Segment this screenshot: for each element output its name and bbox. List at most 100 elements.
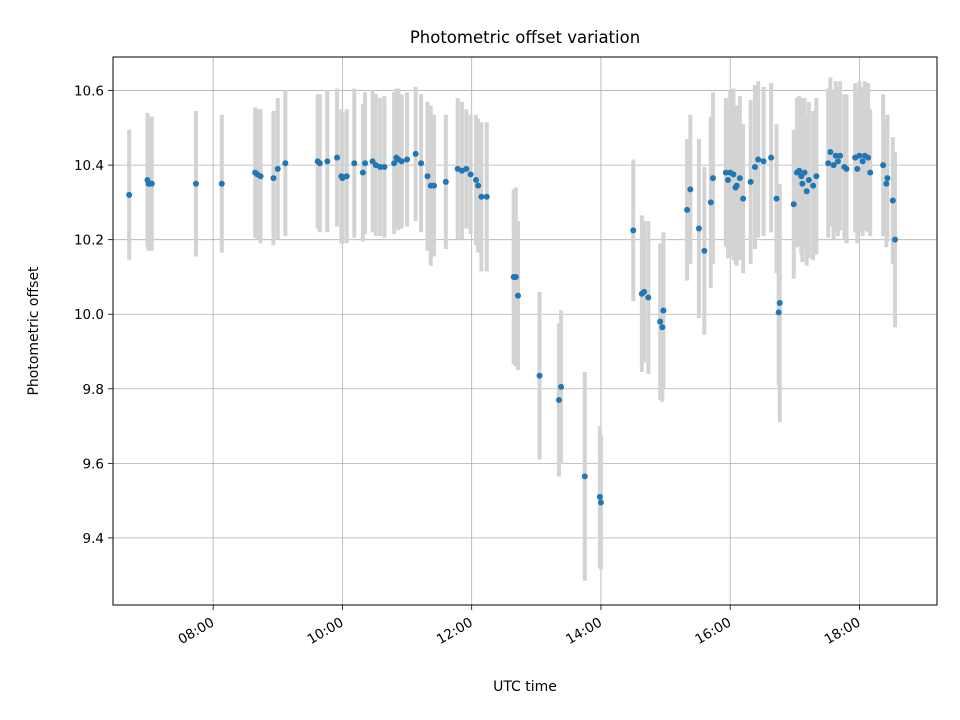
data-point <box>514 292 521 299</box>
data-point <box>274 165 281 172</box>
data-point <box>695 225 702 232</box>
data-point <box>483 193 490 200</box>
data-point <box>730 171 737 178</box>
data-point <box>558 383 565 390</box>
y-axis-label: Photometric offset <box>26 266 42 396</box>
data-point <box>884 175 891 182</box>
data-point <box>472 177 479 184</box>
y-tick-label: 10.4 <box>74 158 104 174</box>
data-point <box>536 372 543 379</box>
data-point <box>404 156 411 163</box>
data-point <box>722 169 729 176</box>
data-point <box>803 188 810 195</box>
data-point <box>316 160 323 167</box>
y-tick-label: 9.4 <box>83 531 104 547</box>
chart-title: Photometric offset variation <box>410 28 640 47</box>
data-point <box>687 186 694 193</box>
data-point <box>597 499 604 506</box>
data-point <box>891 236 898 243</box>
data-point <box>701 247 708 254</box>
data-point <box>684 206 691 213</box>
data-point <box>641 288 648 295</box>
data-point <box>801 169 808 176</box>
data-point <box>442 178 449 185</box>
data-point <box>463 165 470 172</box>
data-point <box>709 175 716 182</box>
data-point <box>418 160 425 167</box>
data-point <box>813 173 820 180</box>
data-point <box>581 473 588 480</box>
x-axis-label: UTC time <box>493 679 557 695</box>
data-point <box>796 167 803 174</box>
data-point <box>883 180 890 187</box>
data-point <box>343 173 350 180</box>
data-point <box>856 152 863 159</box>
data-point <box>512 273 519 280</box>
data-point <box>790 201 797 208</box>
data-point <box>324 158 331 165</box>
data-point <box>843 165 850 172</box>
y-tick-label: 10.0 <box>74 307 104 323</box>
data-point <box>362 160 369 167</box>
data-point <box>596 493 603 500</box>
data-point <box>359 169 366 176</box>
data-point <box>825 160 832 167</box>
data-point <box>827 149 834 156</box>
data-point <box>334 154 341 161</box>
plot-frame <box>112 56 938 606</box>
data-points <box>126 149 898 506</box>
data-point <box>880 162 887 169</box>
data-point <box>351 160 358 167</box>
data-point <box>282 160 289 167</box>
data-point <box>126 191 133 198</box>
data-point <box>865 154 872 161</box>
data-point <box>725 177 732 184</box>
y-tick-label: 9.6 <box>83 456 104 472</box>
data-point <box>775 309 782 316</box>
data-point <box>751 163 758 170</box>
data-point <box>377 163 384 170</box>
data-point <box>837 152 844 159</box>
data-point <box>707 199 714 206</box>
data-point <box>218 180 225 187</box>
data-point <box>830 162 837 169</box>
data-point <box>270 175 277 182</box>
data-point <box>736 175 743 182</box>
y-tick-label: 10.6 <box>74 84 104 100</box>
data-point <box>657 318 664 325</box>
data-point <box>733 182 740 189</box>
data-point <box>799 180 806 187</box>
y-axis: 9.4 9.6 9.8 10.0 10.2 10.4 10.6 <box>74 84 113 547</box>
data-point <box>475 182 482 189</box>
data-point <box>834 158 841 165</box>
data-point <box>867 169 874 176</box>
data-point <box>760 158 767 165</box>
data-point <box>659 324 666 331</box>
data-point <box>889 197 896 204</box>
data-point <box>854 165 861 172</box>
data-point <box>776 300 783 307</box>
data-point <box>805 177 812 184</box>
data-point <box>467 171 474 178</box>
data-point <box>773 195 780 202</box>
data-point <box>391 160 398 167</box>
data-point <box>832 152 839 159</box>
data-point <box>859 158 866 165</box>
data-point <box>430 182 437 189</box>
data-point <box>478 193 485 200</box>
data-point <box>424 173 431 180</box>
data-point <box>555 396 562 403</box>
data-point <box>768 154 775 161</box>
data-point <box>660 307 667 314</box>
data-point <box>398 158 405 165</box>
data-point <box>810 182 817 189</box>
data-point <box>412 150 419 157</box>
data-point <box>740 195 747 202</box>
data-point <box>192 180 199 187</box>
data-point <box>755 156 762 163</box>
data-point <box>630 227 637 234</box>
data-point <box>747 178 754 185</box>
data-point <box>148 180 155 187</box>
data-point <box>257 173 264 180</box>
